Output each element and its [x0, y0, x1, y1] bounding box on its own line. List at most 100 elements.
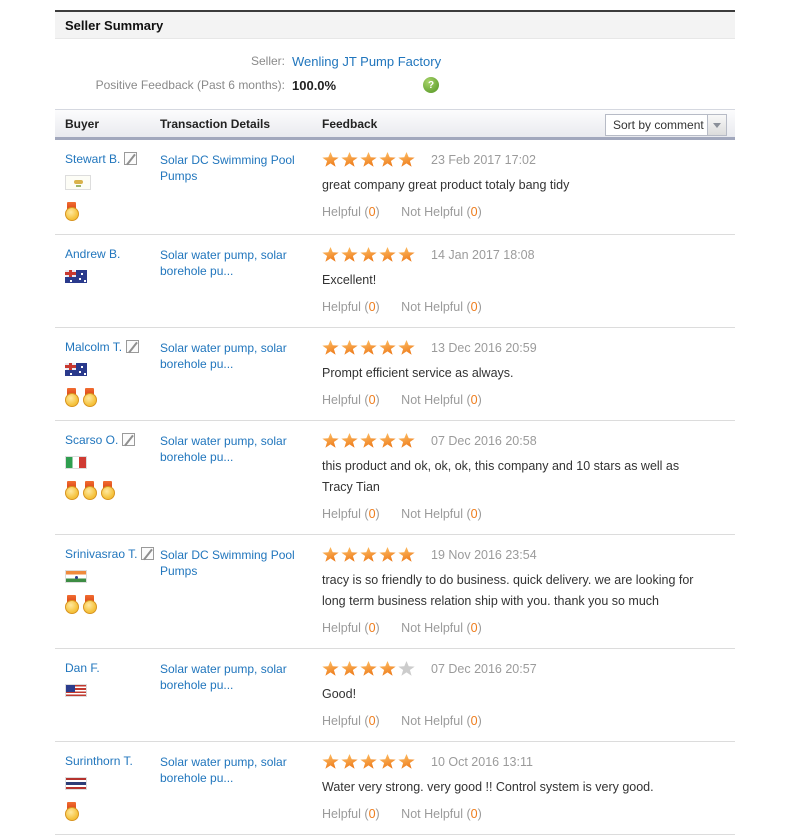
- helpful-button[interactable]: Helpful (0): [322, 714, 380, 728]
- product-link[interactable]: Solar water pump, solar borehole pu...: [160, 755, 287, 785]
- feedback-date: 23 Feb 2017 17:02: [431, 153, 536, 167]
- star-filled-icon: [322, 152, 339, 167]
- feedback-comment: Prompt efficient service as always.: [322, 366, 514, 380]
- helpful-button[interactable]: Helpful (0): [322, 621, 380, 635]
- feedback-date: 13 Dec 2016 20:59: [431, 341, 537, 355]
- star-filled-icon: [379, 433, 396, 448]
- not-helpful-count: 0: [470, 300, 478, 314]
- star-filled-icon: [360, 661, 377, 676]
- buyer-cell: Stewart B.: [65, 152, 160, 221]
- product-link[interactable]: Solar water pump, solar borehole pu...: [160, 434, 287, 464]
- medal-icon: [65, 388, 79, 407]
- not-helpful-button[interactable]: Not Helpful (0): [401, 205, 482, 219]
- feedback-comment: tracy is so friendly to do business. qui…: [322, 573, 694, 608]
- star-rating: [322, 340, 417, 356]
- helpful-button[interactable]: Helpful (0): [322, 300, 380, 314]
- buyer-name-link[interactable]: Scarso O.: [65, 433, 119, 447]
- star-filled-icon: [322, 754, 339, 769]
- not-helpful-button[interactable]: Not Helpful (0): [401, 393, 482, 407]
- helpful-label: Helpful: [322, 205, 361, 219]
- star-filled-icon: [398, 754, 415, 769]
- sort-dropdown-value: Sort by comment: [613, 118, 704, 132]
- helpful-button[interactable]: Helpful (0): [322, 393, 380, 407]
- buyer-country-flag-icon: [65, 684, 87, 697]
- buyer-name-link[interactable]: Surinthorn T.: [65, 754, 133, 768]
- product-link[interactable]: Solar water pump, solar borehole pu...: [160, 341, 287, 371]
- star-filled-icon: [379, 661, 396, 676]
- feedback-row: Dan F. Solar water pump, solar borehole …: [55, 649, 735, 742]
- edit-note-icon: [124, 152, 138, 165]
- product-link[interactable]: Solar water pump, solar borehole pu...: [160, 248, 287, 278]
- transaction-cell: Solar water pump, solar borehole pu...: [160, 340, 322, 407]
- seller-name-link[interactable]: Wenling JT Pump Factory: [292, 53, 442, 69]
- question-mark-circle-icon[interactable]: ?: [423, 77, 439, 93]
- buyer-name-link[interactable]: Andrew B.: [65, 247, 121, 261]
- product-link[interactable]: Solar DC Swimming Pool Pumps: [160, 548, 295, 578]
- not-helpful-label: Not Helpful: [401, 205, 464, 219]
- buyer-name-link[interactable]: Srinivasrao T.: [65, 547, 138, 561]
- star-filled-icon: [379, 247, 396, 262]
- helpful-button[interactable]: Helpful (0): [322, 507, 380, 521]
- buyer-country-flag-icon: [65, 570, 87, 583]
- star-filled-icon: [341, 247, 358, 262]
- feedback-row: Surinthorn T. Solar water pump, solar bo…: [55, 742, 735, 835]
- helpful-button[interactable]: Helpful (0): [322, 205, 380, 219]
- page-title: Seller Summary: [65, 17, 164, 33]
- buyer-medals: [65, 595, 160, 614]
- feedback-comment: Good!: [322, 687, 357, 701]
- positive-feedback-row: Positive Feedback (Past 6 months): 100.0…: [55, 73, 735, 97]
- seller-summary-page: Seller Summary Seller: Wenling JT Pump F…: [55, 10, 735, 835]
- feedback-row: Scarso O. Solar water pump, solar boreho…: [55, 421, 735, 535]
- transaction-cell: Solar DC Swimming Pool Pumps: [160, 152, 322, 221]
- buyer-country-flag-icon: [65, 456, 87, 469]
- not-helpful-count: 0: [470, 621, 478, 635]
- not-helpful-label: Not Helpful: [401, 507, 464, 521]
- star-filled-icon: [360, 433, 377, 448]
- star-filled-icon: [398, 247, 415, 262]
- feedback-date: 07 Dec 2016 20:57: [431, 662, 537, 676]
- buyer-name-link[interactable]: Dan F.: [65, 661, 100, 675]
- feedback-date: 10 Oct 2016 13:11: [431, 755, 533, 769]
- star-filled-icon: [360, 152, 377, 167]
- medal-icon: [83, 481, 97, 500]
- not-helpful-count: 0: [470, 507, 478, 521]
- feedback-date: 07 Dec 2016 20:58: [431, 434, 537, 448]
- buyer-name-link[interactable]: Stewart B.: [65, 152, 121, 166]
- not-helpful-button[interactable]: Not Helpful (0): [401, 300, 482, 314]
- star-rating: [322, 661, 417, 677]
- transaction-cell: Solar water pump, solar borehole pu...: [160, 433, 322, 521]
- star-rating: [322, 547, 417, 563]
- not-helpful-label: Not Helpful: [401, 300, 464, 314]
- buyer-medals: [65, 481, 160, 500]
- product-link[interactable]: Solar water pump, solar borehole pu...: [160, 662, 287, 692]
- feedback-row: Malcolm T. Solar water pump, solar boreh…: [55, 328, 735, 421]
- buyer-country-flag-icon: [65, 175, 91, 190]
- helpful-count: 0: [368, 621, 376, 635]
- not-helpful-button[interactable]: Not Helpful (0): [401, 714, 482, 728]
- seller-row: Seller: Wenling JT Pump Factory: [55, 49, 735, 73]
- buyer-cell: Srinivasrao T.: [65, 547, 160, 635]
- helpful-count: 0: [368, 507, 376, 521]
- star-filled-icon: [379, 152, 396, 167]
- sort-dropdown[interactable]: Sort by comment: [605, 114, 727, 136]
- buyer-medals: [65, 802, 160, 821]
- chevron-down-icon[interactable]: [707, 115, 726, 135]
- star-filled-icon: [398, 547, 415, 562]
- feedback-comment: Water very strong. very good !! Control …: [322, 780, 654, 794]
- helpful-button[interactable]: Helpful (0): [322, 807, 380, 821]
- column-header-transaction-details: Transaction Details: [160, 116, 271, 131]
- not-helpful-button[interactable]: Not Helpful (0): [401, 621, 482, 635]
- buyer-name-link[interactable]: Malcolm T.: [65, 340, 123, 354]
- not-helpful-button[interactable]: Not Helpful (0): [401, 807, 482, 821]
- edit-note-icon: [126, 340, 140, 353]
- edit-note-icon: [141, 547, 155, 560]
- feedback-row: Stewart B. Solar DC Swimming Pool Pumps …: [55, 140, 735, 235]
- helpful-label: Helpful: [322, 621, 361, 635]
- star-filled-icon: [322, 433, 339, 448]
- not-helpful-button[interactable]: Not Helpful (0): [401, 507, 482, 521]
- transaction-cell: Solar water pump, solar borehole pu...: [160, 661, 322, 728]
- buyer-cell: Malcolm T.: [65, 340, 160, 407]
- product-link[interactable]: Solar DC Swimming Pool Pumps: [160, 153, 295, 183]
- star-filled-icon: [360, 547, 377, 562]
- star-filled-icon: [322, 661, 339, 676]
